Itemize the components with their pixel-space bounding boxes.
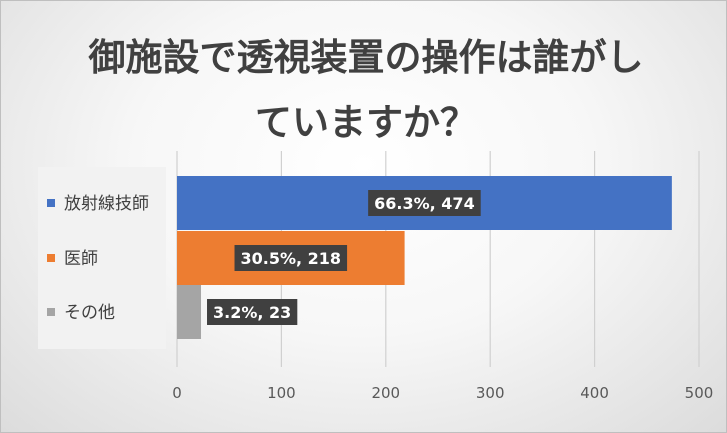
data-label-3: 3.2%, 23 [213,303,291,322]
data-label-box-3 [207,299,298,325]
x-tick-label: 400 [580,384,609,402]
x-tick-label: 200 [371,384,400,402]
x-tick-label: 300 [476,384,505,402]
legend-label-2: 医師 [64,249,98,269]
legend-marker-3 [47,308,55,316]
legend-box [38,167,166,349]
data-label-box-2 [234,245,348,271]
data-label-1: 66.3%, 474 [374,194,475,213]
data-label-box-1 [368,190,481,216]
x-tick-label: 500 [685,384,714,402]
bar-3 [177,285,202,339]
data-label-2: 30.5%, 218 [241,249,342,268]
chart-title: 御施設で透視装置の操作は誰がしていますか？ [88,36,644,144]
x-tick-label: 0 [172,384,182,402]
legend-label-3: その他 [64,303,115,323]
x-tick-label: 100 [267,384,296,402]
legend-marker-1 [47,199,55,207]
legend-label-1: 放射線技師 [64,194,149,214]
legend-marker-2 [47,254,55,262]
